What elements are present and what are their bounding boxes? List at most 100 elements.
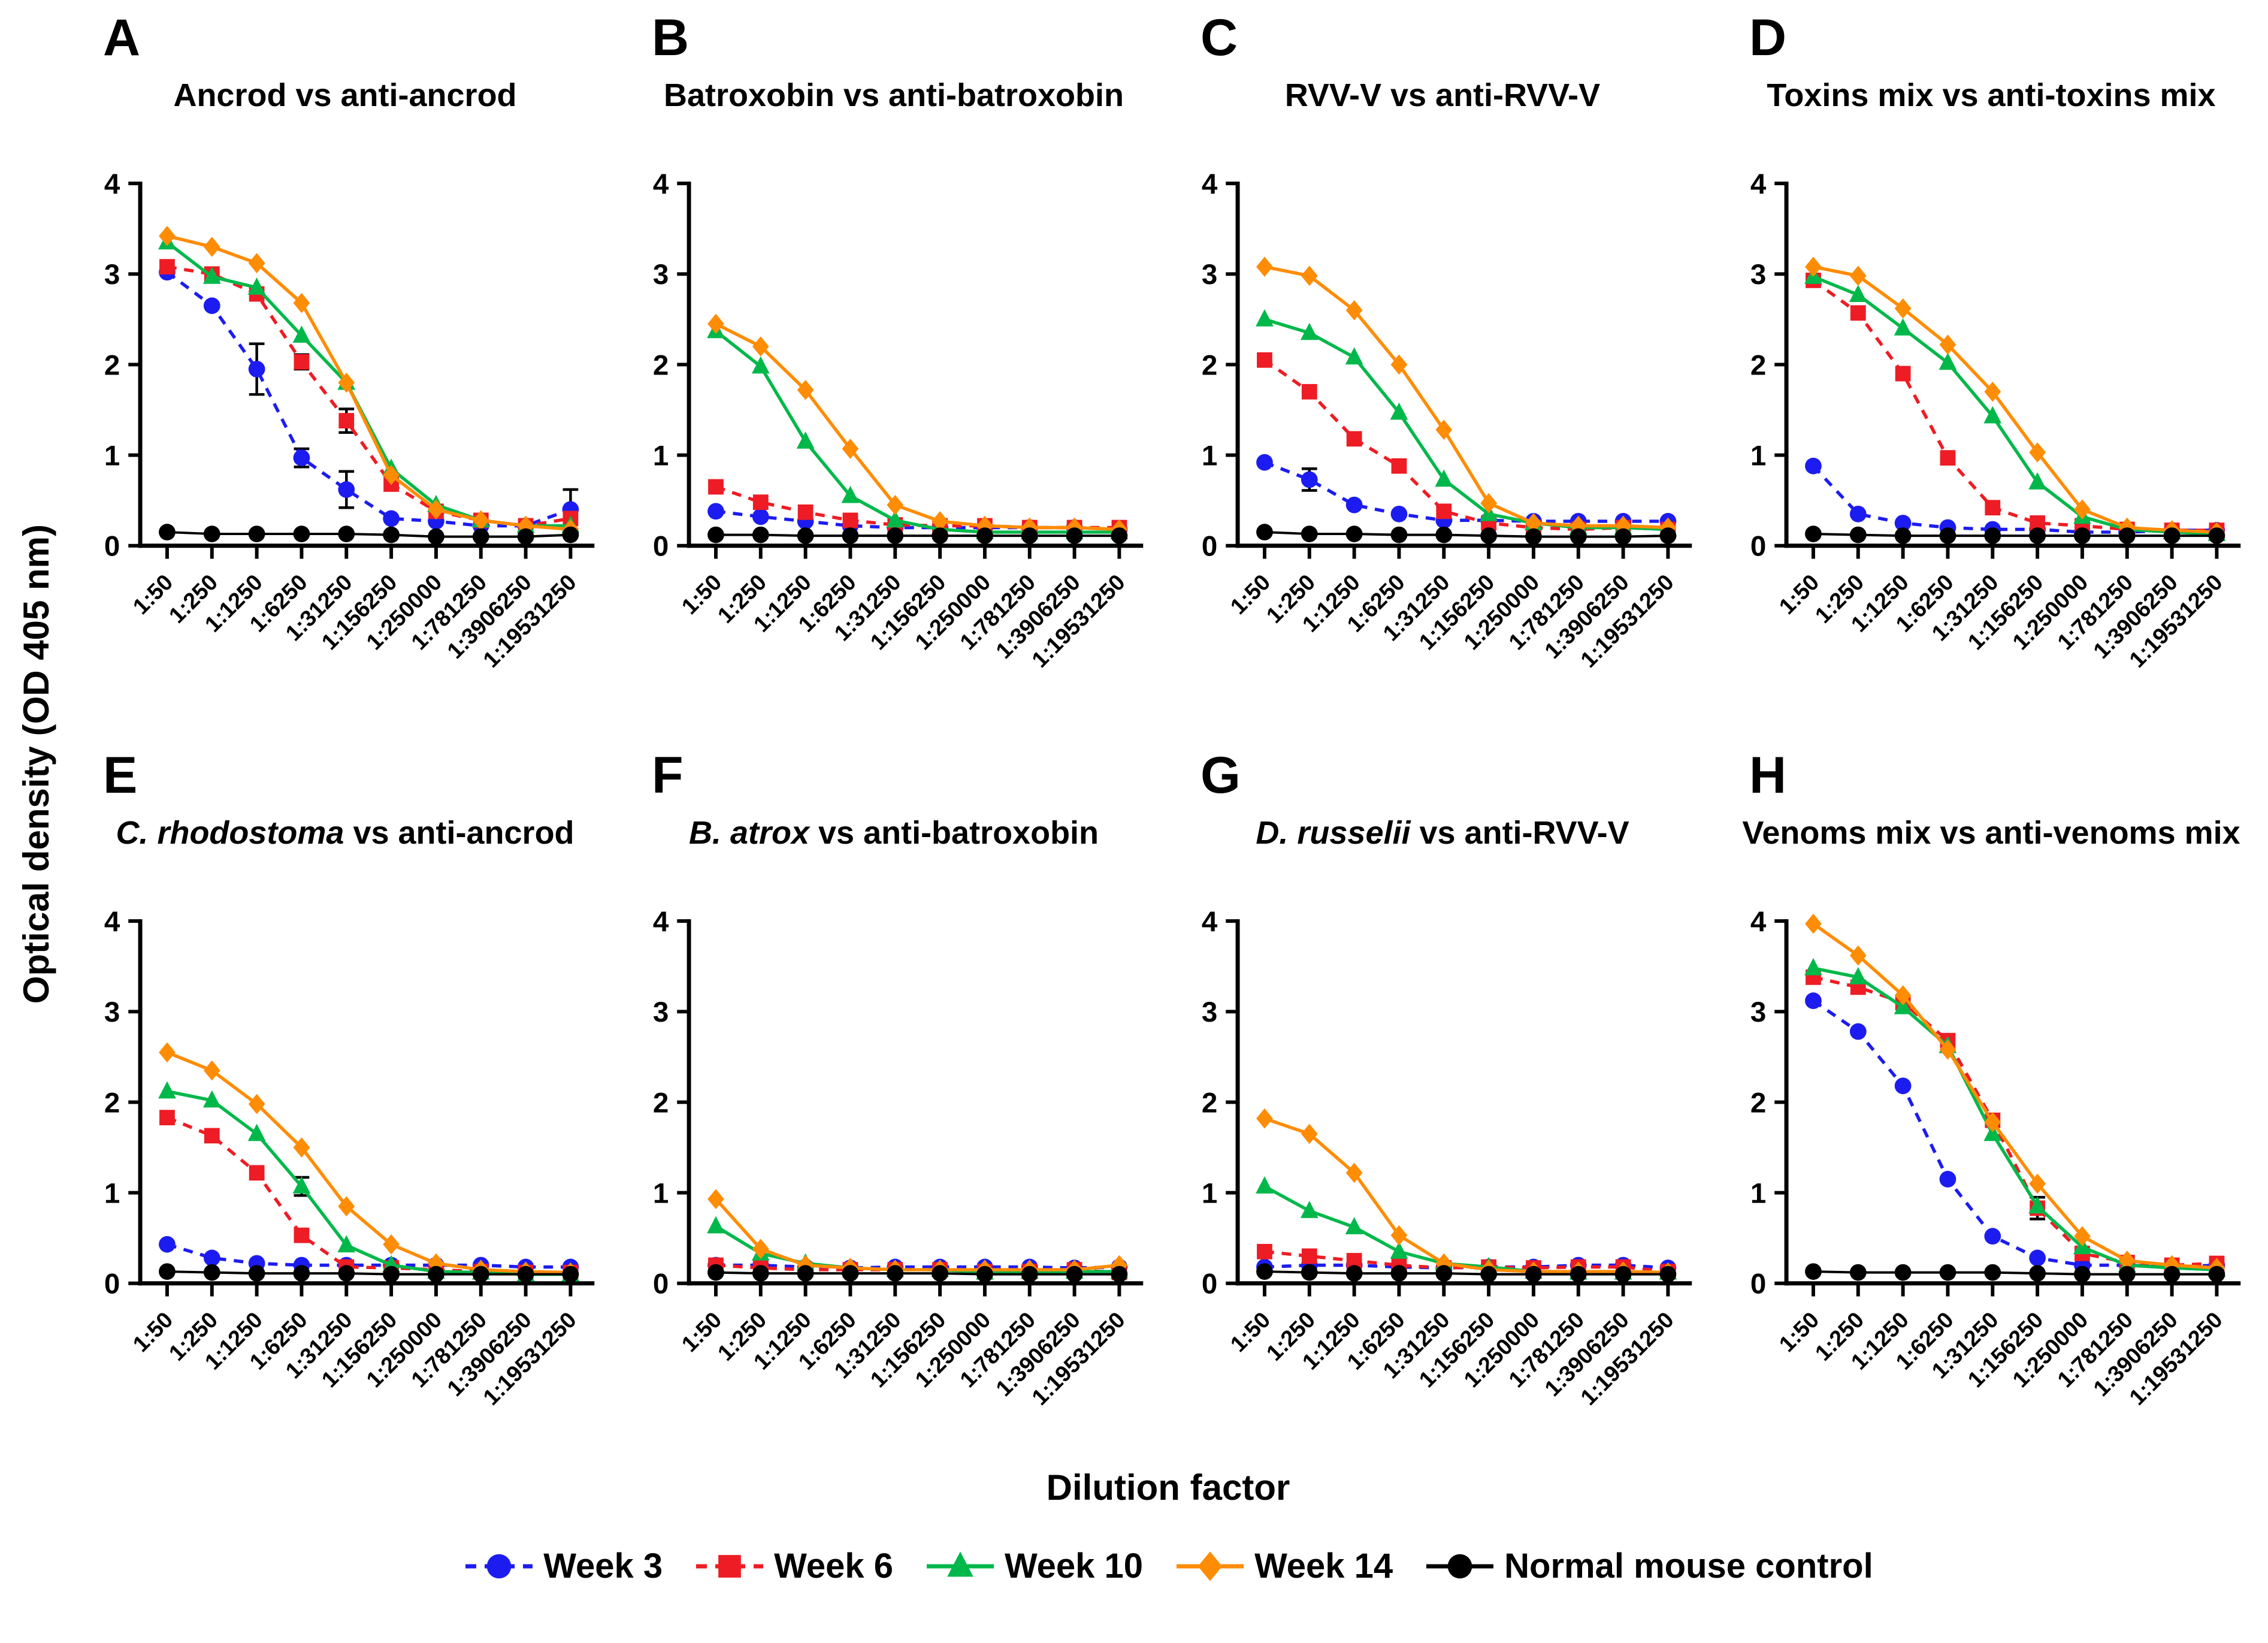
svg-text:2: 2 [653,1087,669,1119]
svg-text:4: 4 [1750,906,1767,938]
week-6-marker-icon [696,1554,764,1578]
legend-item-week-6: Week 6 [694,1546,893,1586]
svg-text:0: 0 [653,1269,669,1300]
legend-item-label: Normal mouse control [1504,1547,1873,1585]
panel-h-title: Venoms mix vs anti-venoms mix [1724,814,2258,865]
panel-a-title: Ancrod vs anti-ancrod [78,77,612,127]
panel-e-title-italic: C. rhodostoma [116,815,344,851]
legend-item-label: Week 14 [1254,1547,1393,1585]
svg-text:1: 1 [1202,440,1217,472]
svg-text:3: 3 [1202,996,1217,1028]
svg-text:4: 4 [1202,168,1218,200]
panel-g-letter: G [1200,747,1241,805]
panel-b: B Batroxobin vs anti-batroxobin 0 1 2 3 4 1:5… [627,5,1161,727]
panel-e-title-rest: vs anti-ancrod [344,815,574,851]
panel-e: E C. rhodostoma vs anti-ancrod 0 1 2 3 4 1:50… [78,742,612,1464]
svg-text:2: 2 [1750,349,1766,381]
panel-d-letter: D [1749,9,1787,67]
svg-text:3: 3 [104,259,120,291]
svg-text:0: 0 [104,531,120,563]
svg-text:4: 4 [104,906,120,938]
panel-c: C RVV-V vs anti-RVV-V 0 1 2 3 4 1:50 1:250 1:12… [1175,5,1710,727]
panel-g-title-rest: vs anti-RVV-V [1410,815,1629,851]
panel-a-title-rest: Ancrod vs anti-ancrod [173,77,517,113]
svg-text:0: 0 [1202,1269,1217,1300]
panel-f-letter: F [652,747,684,805]
panel-f-title-italic: B. atrox [688,815,809,851]
panel-h-letter: H [1749,747,1787,805]
panel-f-title: B. atrox vs anti-batroxobin [627,814,1161,865]
legend-item-week-10: Week 10 [924,1546,1143,1586]
panel-d-title-rest: Toxins mix vs anti-toxins mix [1767,77,2216,113]
panel-b-title: Batroxobin vs anti-batroxobin [627,77,1161,127]
svg-text:3: 3 [104,996,120,1028]
legend-item-week-14: Week 14 [1174,1546,1393,1586]
panel-a-chart: 012341:501:2501:12501:62501:312501:15625… [104,168,595,672]
svg-text:1: 1 [1750,440,1766,472]
panel-h-title-rest: Venoms mix vs anti-venoms mix [1742,815,2240,851]
svg-text:1: 1 [104,440,120,472]
legend-item-normal-mouse-control: Normal mouse control [1424,1546,1873,1586]
x-axis-label: Dilution factor [1046,1467,1290,1508]
svg-text:4: 4 [104,168,120,200]
svg-text:3: 3 [1750,259,1766,291]
week-14-marker-icon [1177,1551,1244,1581]
panel-c-chart: 012341:501:2501:12501:62501:312501:15625… [1202,168,1692,672]
legend-item-week-3: Week 3 [463,1546,663,1586]
panel-h-chart: 012341:501:2501:12501:62501:312501:15625… [1750,906,2241,1410]
panel-c-letter: C [1200,9,1238,67]
panel-d-chart: 012341:501:2501:12501:62501:312501:15625… [1750,168,2241,672]
svg-text:0: 0 [653,531,669,563]
panel-e-title: C. rhodostoma vs anti-ancrod [78,814,612,865]
panel-g: G D. russelii vs anti-RVV-V 0 1 2 3 4 1:50 1:2… [1175,742,1710,1464]
svg-text:2: 2 [1202,1087,1217,1119]
svg-text:2: 2 [1202,349,1217,381]
svg-text:4: 4 [1202,906,1218,938]
legend-item-label: Week 3 [543,1547,663,1585]
panel-h: H Venoms mix vs anti-venoms mix 0 1 2 3 4 1:5… [1724,742,2258,1464]
svg-text:1: 1 [1750,1177,1766,1209]
panel-e-chart: 012341:501:2501:12501:62501:312501:15625… [104,906,595,1410]
panel-f-chart: 012341:501:2501:12501:62501:312501:15625… [653,906,1144,1410]
panel-b-letter: B [652,9,690,67]
svg-text:3: 3 [653,259,669,291]
legend-item-label: Week 6 [774,1547,893,1585]
svg-text:4: 4 [1750,168,1767,200]
svg-text:4: 4 [653,906,669,938]
normal-mouse-control-marker-icon [1426,1554,1494,1578]
svg-text:2: 2 [1750,1087,1766,1119]
panel-a-letter: A [103,9,141,67]
y-axis-label: Optical density (OD 405 nm) [16,524,56,1004]
svg-text:2: 2 [104,349,120,381]
svg-text:3: 3 [653,996,669,1028]
panel-g-title: D. russelii vs anti-RVV-V [1175,814,1710,865]
week-3-marker-icon [465,1554,533,1578]
panel-c-title: RVV-V vs anti-RVV-V [1175,77,1710,127]
svg-text:0: 0 [1750,531,1766,563]
svg-text:2: 2 [653,349,669,381]
panel-e-letter: E [103,747,138,805]
panel-f: F B. atrox vs anti-batroxobin 0 1 2 3 4 1:50 1… [627,742,1161,1464]
panel-f-title-rest: vs anti-batroxobin [809,815,1099,851]
legend: Week 3 Week 6 Week 10 Week 14 Normal mou… [78,1546,2258,1586]
svg-text:0: 0 [104,1269,120,1300]
svg-text:1: 1 [104,1177,120,1209]
panel-d: D Toxins mix vs anti-toxins mix 0 1 2 3 4 1:5… [1724,5,2258,727]
panel-b-chart: 012341:501:2501:12501:62501:312501:15625… [653,168,1144,672]
panel-a: A Ancrod vs anti-ancrod 0 1 2 3 4 1:50 1:250 1:… [78,5,612,727]
y-axis-label-wrap: Optical density (OD 405 nm) [0,150,72,1378]
svg-text:1: 1 [1202,1177,1217,1209]
svg-text:4: 4 [653,168,669,200]
week-10-marker-icon [926,1551,994,1576]
panel-g-chart: 012341:501:2501:12501:62501:312501:15625… [1202,906,1692,1410]
panel-g-title-italic: D. russelii [1256,815,1411,851]
svg-text:0: 0 [1750,1269,1766,1300]
svg-text:0: 0 [1202,531,1217,563]
panel-b-title-rest: Batroxobin vs anti-batroxobin [663,77,1124,113]
svg-text:3: 3 [1202,259,1217,291]
svg-text:1: 1 [653,1177,669,1209]
panel-c-title-rest: RVV-V vs anti-RVV-V [1284,77,1601,113]
svg-text:1: 1 [653,440,669,472]
svg-text:3: 3 [1750,996,1766,1028]
